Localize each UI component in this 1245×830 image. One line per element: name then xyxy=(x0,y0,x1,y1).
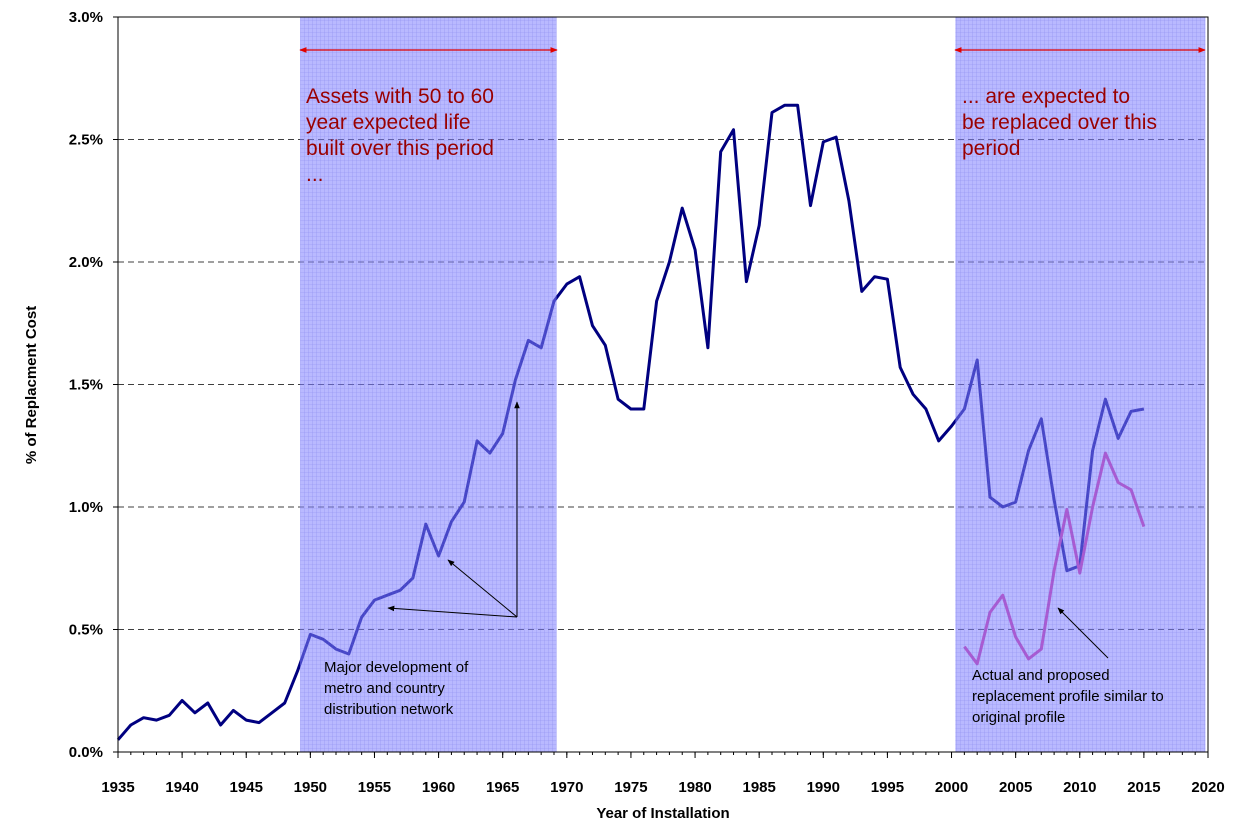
annotation: Assets with 50 to 60 xyxy=(306,85,494,108)
y-tick-label: 2.5% xyxy=(69,132,103,149)
arrow xyxy=(1057,607,1109,659)
ticks: 0.0% 0.5% 1.0% 1.5% 2.0% 2.5% 3.0% 1935 1940 1945… xyxy=(69,9,1225,796)
y-tick-label: 0.0% xyxy=(69,744,103,761)
y-tick-label: 1.0% xyxy=(69,499,103,516)
arrow xyxy=(447,559,518,618)
x-tick-label: 1950 xyxy=(294,779,327,796)
x-tick-label: 2005 xyxy=(999,779,1032,796)
x-tick-label: 1945 xyxy=(230,779,263,796)
x-tick-label: 2020 xyxy=(1191,779,1224,796)
y-tick-label: 2.0% xyxy=(69,254,103,271)
y-tick-label: 0.5% xyxy=(69,622,103,639)
annotations: Assets with 50 to 60 year expected life bu… xyxy=(306,85,1164,726)
x-tick-label: 2000 xyxy=(935,779,968,796)
x-tick-label: 1995 xyxy=(871,779,904,796)
x-tick-label: 1975 xyxy=(614,779,647,796)
x-tick-label: 1960 xyxy=(422,779,455,796)
annotation: Major development of xyxy=(324,659,469,676)
y-axis-label: % of Replacment Cost xyxy=(23,306,40,464)
x-tick-label: 1935 xyxy=(101,779,134,796)
shades xyxy=(300,17,1206,752)
annotation: year expected life xyxy=(306,111,471,134)
annotation: be replaced over this xyxy=(962,111,1157,134)
annotation: Actual and proposed xyxy=(972,667,1110,684)
annotation: ... are expected to xyxy=(962,85,1130,108)
grid xyxy=(118,139,1208,630)
x-tick-label: 1965 xyxy=(486,779,519,796)
annotation: metro and country xyxy=(324,680,445,697)
arrow xyxy=(387,605,518,618)
annotation: original profile xyxy=(972,709,1065,726)
x-tick-label: 2010 xyxy=(1063,779,1096,796)
x-tick-label: 1970 xyxy=(550,779,583,796)
annotation: replacement profile similar to xyxy=(972,688,1164,705)
x-tick-label: 1940 xyxy=(165,779,198,796)
annotation: distribution network xyxy=(324,701,454,718)
x-tick-label: 2015 xyxy=(1127,779,1160,796)
x-tick-label: 1980 xyxy=(678,779,711,796)
shaded-hatch xyxy=(955,17,1206,752)
annotation: period xyxy=(962,137,1020,160)
shaded-hatch xyxy=(300,17,557,752)
annotation: ... xyxy=(306,163,324,186)
x-tick-label: 1955 xyxy=(358,779,391,796)
x-tick-label: 1985 xyxy=(742,779,775,796)
annotation: built over this period xyxy=(306,137,494,160)
y-tick-label: 1.5% xyxy=(69,377,103,394)
x-axis-label: Year of Installation xyxy=(596,805,729,822)
y-tick-label: 3.0% xyxy=(69,9,103,26)
x-tick-label: 1990 xyxy=(807,779,840,796)
